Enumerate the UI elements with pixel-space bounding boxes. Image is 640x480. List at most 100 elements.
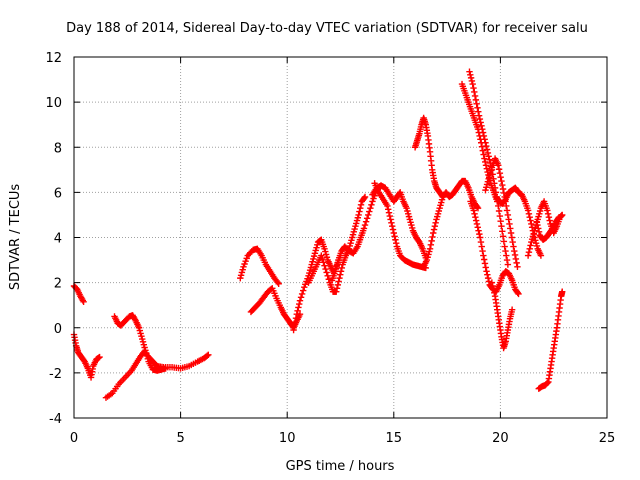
series-seg9 bbox=[328, 182, 385, 284]
data-point bbox=[478, 122, 485, 130]
data-point bbox=[508, 306, 516, 313]
data-point bbox=[472, 213, 479, 221]
data-point bbox=[324, 272, 331, 280]
data-point bbox=[469, 80, 476, 88]
data-point bbox=[482, 162, 490, 169]
data-point bbox=[384, 202, 391, 210]
data-point bbox=[426, 245, 434, 252]
data-point bbox=[471, 210, 478, 218]
data-point bbox=[484, 274, 492, 282]
data-point bbox=[319, 255, 326, 263]
data-point bbox=[496, 212, 504, 220]
data-point bbox=[515, 290, 522, 298]
data-point bbox=[356, 208, 363, 215]
data-point bbox=[509, 238, 516, 246]
data-point bbox=[430, 229, 437, 237]
data-point bbox=[296, 297, 304, 304]
data-point bbox=[427, 241, 435, 249]
data-point bbox=[481, 260, 489, 267]
data-point bbox=[361, 193, 369, 201]
data-point bbox=[535, 225, 542, 232]
data-point bbox=[491, 184, 499, 192]
data-point bbox=[355, 211, 362, 219]
data-point bbox=[299, 287, 307, 294]
data-point bbox=[392, 239, 400, 247]
y-tick-label: 8 bbox=[54, 141, 62, 156]
data-point bbox=[480, 151, 487, 158]
data-point bbox=[505, 216, 512, 223]
data-point bbox=[507, 225, 514, 232]
data-point bbox=[496, 169, 504, 177]
data-point bbox=[533, 218, 540, 225]
data-point bbox=[483, 142, 490, 150]
data-point bbox=[362, 218, 370, 225]
x-tick-labels: 0 5 10 15 20 25 bbox=[70, 431, 615, 446]
data-point bbox=[368, 201, 375, 208]
series-seg15 bbox=[466, 68, 512, 268]
data-point bbox=[298, 290, 306, 298]
data-point bbox=[546, 217, 553, 224]
data-point bbox=[495, 202, 502, 210]
data-point bbox=[477, 119, 484, 126]
data-point bbox=[507, 229, 515, 237]
data-point bbox=[338, 264, 346, 272]
data-point bbox=[470, 207, 477, 214]
data-point bbox=[474, 203, 481, 211]
series-seg2 bbox=[70, 331, 103, 381]
data-point bbox=[500, 238, 508, 245]
data-point bbox=[336, 274, 343, 282]
data-point bbox=[526, 213, 533, 221]
data-point bbox=[499, 228, 506, 235]
data-point bbox=[495, 207, 503, 215]
series-seg1 bbox=[70, 282, 87, 306]
data-point bbox=[274, 279, 281, 286]
data-point bbox=[387, 216, 394, 223]
data-point bbox=[482, 264, 489, 271]
data-point bbox=[474, 104, 481, 111]
data-point bbox=[295, 304, 302, 311]
data-point bbox=[526, 245, 533, 252]
data-point bbox=[501, 243, 508, 250]
data-point bbox=[498, 223, 505, 230]
data-point bbox=[480, 256, 488, 263]
series-seg19 bbox=[492, 184, 545, 259]
series-seg22 bbox=[535, 288, 566, 392]
data-point bbox=[473, 220, 481, 228]
data-point bbox=[322, 265, 329, 273]
data-point bbox=[389, 226, 397, 233]
data-point bbox=[325, 276, 332, 283]
data-point bbox=[502, 247, 509, 255]
data-point bbox=[555, 213, 563, 221]
data-point bbox=[96, 353, 103, 361]
data-point bbox=[323, 269, 330, 276]
data-point bbox=[479, 129, 487, 136]
data-point bbox=[506, 220, 513, 228]
data-point bbox=[479, 126, 486, 133]
data-point bbox=[485, 278, 493, 285]
data-point bbox=[79, 297, 86, 304]
data-point bbox=[363, 215, 371, 222]
series-seg17 bbox=[482, 155, 521, 271]
data-point bbox=[482, 158, 489, 166]
data-point bbox=[559, 288, 566, 295]
data-point bbox=[525, 210, 533, 218]
data-point bbox=[525, 248, 533, 256]
data-point bbox=[497, 217, 504, 225]
data-point bbox=[297, 294, 305, 301]
data-point bbox=[489, 282, 496, 290]
data-point bbox=[484, 271, 491, 278]
data-point bbox=[504, 211, 512, 219]
data-point bbox=[365, 211, 372, 219]
y-tick-label: 6 bbox=[54, 186, 62, 201]
data-point bbox=[320, 259, 327, 266]
series-seg5 bbox=[237, 245, 282, 287]
data-point bbox=[481, 136, 488, 143]
data-point bbox=[392, 236, 399, 243]
data-point bbox=[275, 280, 282, 287]
data-point bbox=[491, 289, 498, 296]
data-point bbox=[475, 108, 482, 115]
data-point bbox=[471, 92, 479, 100]
data-point bbox=[431, 223, 439, 230]
data-point bbox=[474, 224, 481, 231]
data-point bbox=[499, 185, 507, 193]
